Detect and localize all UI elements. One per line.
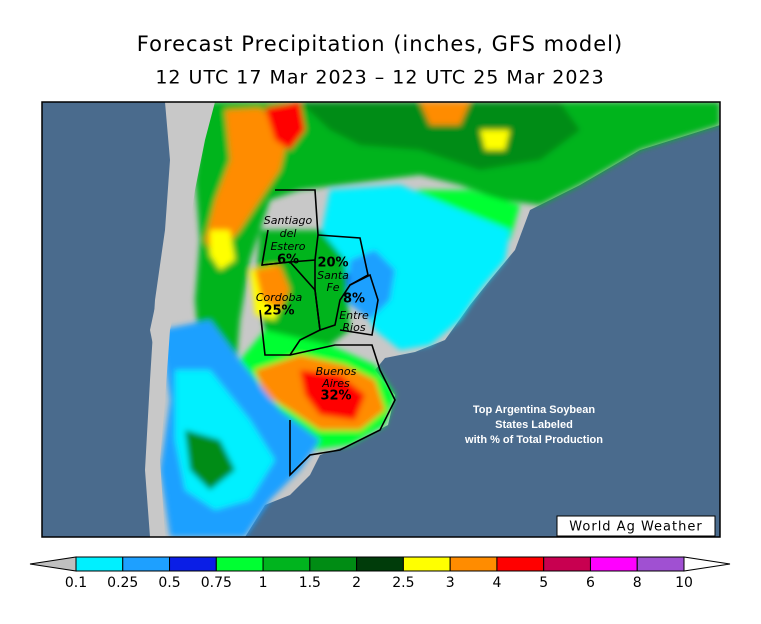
colorbar-tick-label: 5 bbox=[539, 575, 548, 591]
subtitle: 12 UTC 17 Mar 2023 – 12 UTC 25 Mar 2023 bbox=[155, 67, 604, 89]
annotation: Top Argentina Soybean States Labeled with … bbox=[464, 404, 603, 446]
color-swatch bbox=[169, 556, 217, 572]
region-share: 32% bbox=[320, 389, 351, 404]
color-swatch bbox=[496, 556, 545, 572]
region-name: Cordoba bbox=[256, 291, 303, 304]
colorbar-tick-label: 8 bbox=[633, 575, 642, 591]
region-name: del bbox=[280, 227, 297, 240]
region-share: 6% bbox=[277, 253, 299, 268]
color-swatch bbox=[122, 556, 171, 572]
color-swatch bbox=[402, 556, 451, 572]
color-swatch bbox=[309, 556, 358, 572]
color-swatch bbox=[356, 556, 404, 572]
annotation-line: Top Argentina Soybean bbox=[473, 404, 596, 416]
colorbar-tick-label: 0.5 bbox=[158, 575, 180, 591]
colorbar-tick-label: 1.5 bbox=[299, 575, 321, 591]
color-swatch bbox=[262, 556, 311, 572]
title: Forecast Precipitation (inches, GFS mode… bbox=[137, 32, 623, 56]
colorbar-tick-label: 0.25 bbox=[107, 575, 138, 591]
annotation-line: States Labeled bbox=[495, 419, 573, 431]
colorbar-tick-label: 0.75 bbox=[201, 575, 232, 591]
colorbar-tick-label: 2.5 bbox=[392, 575, 414, 591]
colorbar-tick-label: 6 bbox=[586, 575, 595, 591]
region-share: 20% bbox=[317, 256, 348, 271]
over-arrow bbox=[683, 556, 731, 572]
colorbar-tick-label: 4 bbox=[492, 575, 501, 591]
region-name: Buenos bbox=[316, 365, 357, 378]
region-name: Fe bbox=[326, 281, 339, 294]
credit-box bbox=[556, 515, 716, 537]
color-swatch bbox=[215, 556, 264, 572]
region-name: Rios bbox=[342, 321, 365, 334]
region-share: 25% bbox=[263, 304, 294, 319]
region-name: Aires bbox=[321, 377, 350, 390]
colorbar-tick-label: 0.1 bbox=[65, 575, 87, 591]
region-name: Estero bbox=[270, 240, 305, 253]
color-swatch bbox=[449, 556, 498, 572]
province-borders bbox=[259, 189, 396, 477]
colorbar-tick-label: 3 bbox=[446, 575, 455, 591]
region-name: Santa bbox=[317, 269, 349, 282]
credit: World Ag Weather bbox=[569, 520, 702, 535]
map-frame bbox=[41, 101, 721, 538]
color-swatch bbox=[636, 556, 685, 572]
colorbar: 0.1 0.25 0.5 0.75 1 1.5 2 2.5 3 4 5 6 8 10 bbox=[29, 556, 731, 591]
colorbar-tick-label: 2 bbox=[352, 575, 361, 591]
under-arrow bbox=[29, 556, 77, 572]
color-swatch bbox=[75, 556, 124, 572]
color-swatch bbox=[543, 556, 591, 572]
color-swatch bbox=[589, 556, 638, 572]
colorbar-tick-label: 1 bbox=[259, 575, 268, 591]
annotation-line: with % of Total Production bbox=[464, 434, 603, 446]
region-share: 8% bbox=[343, 292, 365, 307]
colorbar-tick-label: 10 bbox=[675, 575, 693, 591]
region-name: Santiago bbox=[264, 214, 313, 227]
precip bbox=[160, 102, 720, 537]
chile bbox=[145, 102, 215, 537]
region-name: Entre bbox=[339, 309, 369, 322]
